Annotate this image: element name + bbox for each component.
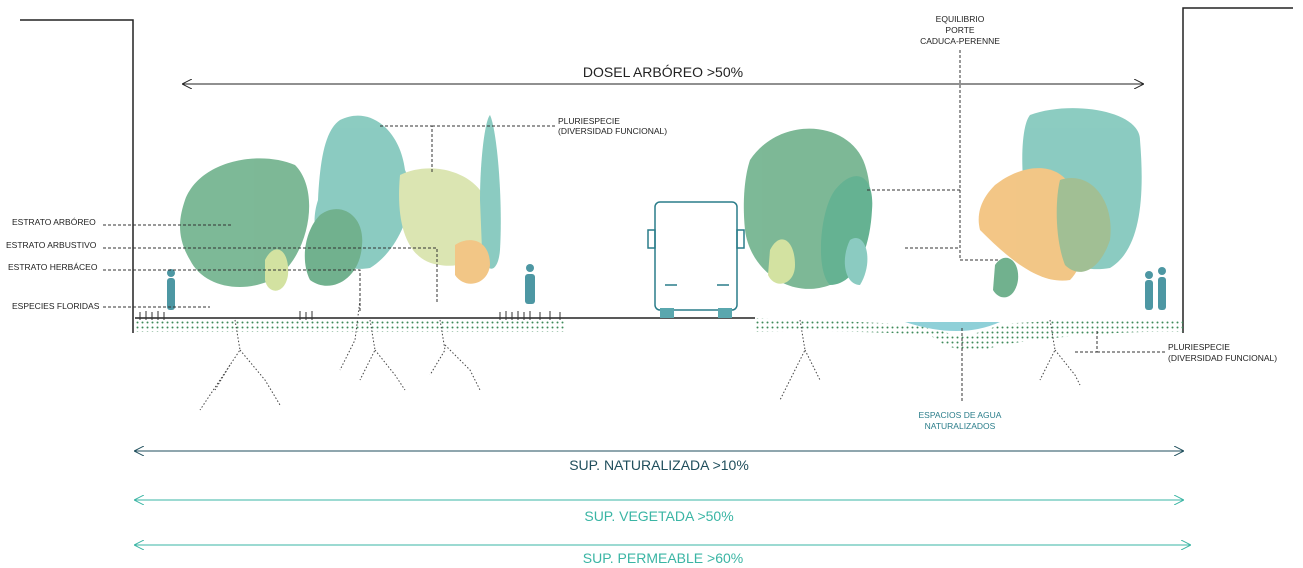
ground-part <box>755 318 1183 351</box>
trees-part <box>180 158 310 287</box>
people-part <box>167 278 175 310</box>
bus <box>647 201 745 318</box>
trees-part <box>1056 178 1111 272</box>
canopy-label: DOSEL ARBÓREO >50% <box>583 64 743 80</box>
bus-part <box>654 201 738 311</box>
label: ESPECIES FLORIDAS <box>12 301 100 311</box>
label-line: CADUCA-PERENNE <box>920 36 1000 46</box>
surface-arrows: SUP. NATURALIZADA >10% SUP. VEGETADA >50… <box>135 451 1190 566</box>
label: ESTRATO ARBUSTIVO <box>6 240 97 250</box>
trees-part <box>978 168 1084 281</box>
trees-part <box>455 240 490 284</box>
people-part <box>167 269 175 277</box>
callouts-part <box>1075 330 1165 353</box>
surface-label: SUP. VEGETADA >50% <box>584 508 733 524</box>
callouts: PLURIESPECIE (DIVERSIDAD FUNCIONAL) EQUI… <box>6 14 1277 431</box>
roots-part <box>199 319 281 411</box>
label-line: NATURALIZADOS <box>925 421 996 431</box>
callouts-part <box>380 125 555 172</box>
label-line: PLURIESPECIE <box>1168 342 1230 352</box>
roots-part <box>339 299 406 391</box>
label-line: EQUILIBRIO <box>936 14 985 24</box>
trees-part <box>265 249 289 291</box>
label-line: (DIVERSIDAD FUNCIONAL) <box>1168 353 1277 363</box>
people-part <box>1145 271 1153 279</box>
bus-part <box>718 308 732 318</box>
ground <box>135 311 1183 351</box>
trees-part <box>480 115 501 269</box>
bus-part <box>736 229 745 249</box>
buildings <box>20 7 1293 333</box>
label: ESTRATO HERBÁCEO <box>8 262 98 272</box>
buildings-part <box>1182 7 1293 333</box>
label-line: PLURIESPECIE <box>558 116 620 126</box>
trees-part <box>993 257 1019 298</box>
bus-part <box>660 308 674 318</box>
buildings-part <box>20 19 134 333</box>
people-part <box>1145 280 1153 310</box>
trees-part <box>768 239 795 284</box>
trees-part <box>844 238 868 285</box>
callouts-part <box>103 247 438 302</box>
people <box>167 264 1166 310</box>
label-line: ESPACIOS DE AGUA <box>919 410 1002 420</box>
roots <box>199 299 1081 411</box>
roots-part <box>429 319 481 391</box>
trees-part <box>304 209 363 286</box>
ground-part <box>135 318 565 332</box>
label-line: (DIVERSIDAD FUNCIONAL) <box>558 126 667 136</box>
people-part <box>1158 277 1166 310</box>
label: ESTRATO ARBÓREO <box>12 217 96 227</box>
bus-part <box>647 229 656 249</box>
surface-label: SUP. NATURALIZADA >10% <box>569 457 749 473</box>
roots-part <box>1039 319 1081 386</box>
roots-part <box>779 319 821 401</box>
ground-part <box>139 311 561 320</box>
label-line: PORTE <box>945 25 974 35</box>
callouts-part <box>865 50 1000 261</box>
callouts-part <box>103 269 361 312</box>
canopy-arrow: DOSEL ARBÓREO >50% <box>183 64 1143 84</box>
ground-part <box>905 322 1000 331</box>
people-part <box>526 264 534 272</box>
surface-label: SUP. PERMEABLE >60% <box>583 550 743 566</box>
trees <box>180 108 1142 298</box>
people-part <box>525 274 535 304</box>
people-part <box>1158 267 1166 275</box>
